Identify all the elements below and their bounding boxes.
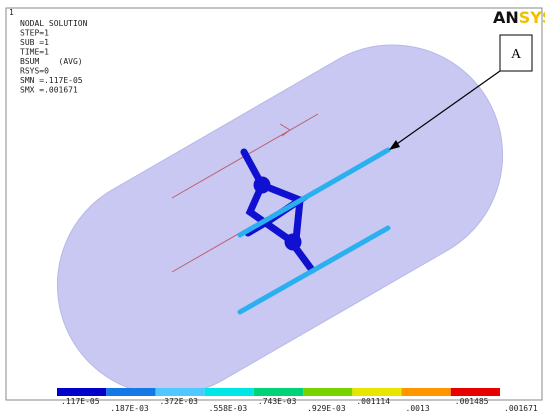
logo: ANSYS xyxy=(493,8,545,27)
info-line: SMN =.117E-05 xyxy=(20,76,83,85)
logo-part: SYS xyxy=(519,8,545,27)
legend-swatch xyxy=(106,388,155,396)
legend-swatch xyxy=(402,388,451,396)
info-line: NODAL SOLUTION xyxy=(20,19,88,28)
info-line: TIME=1 xyxy=(20,48,49,57)
legend-label: .001671 xyxy=(504,404,538,413)
info-line: STEP=1 xyxy=(20,29,49,38)
logo-part: AN xyxy=(493,8,519,27)
info-line: RSYS=0 xyxy=(20,67,49,76)
legend-label: .743E-03 xyxy=(258,397,297,406)
legend-label: .187E-03 xyxy=(110,404,149,413)
info-line: SMX =.001671 xyxy=(20,86,78,95)
legend-label: .117E-05 xyxy=(61,397,100,406)
legend-swatch xyxy=(451,388,500,396)
legend-swatch xyxy=(205,388,254,396)
legend-label: .558E-03 xyxy=(209,404,248,413)
legend-label: .372E-03 xyxy=(159,397,198,406)
legend-swatch xyxy=(57,388,106,396)
legend-swatch xyxy=(155,388,204,396)
legend-swatch xyxy=(303,388,352,396)
info-line: SUB =1 xyxy=(20,38,49,47)
legend-swatch xyxy=(254,388,303,396)
callout-label: A xyxy=(511,47,522,62)
legend-label: .001485 xyxy=(455,397,489,406)
legend-swatch xyxy=(352,388,401,396)
info-line: BSUM (AVG) xyxy=(20,57,83,66)
legend-label: .0013 xyxy=(406,404,430,413)
window-number: 1 xyxy=(9,8,14,17)
legend-label: .001114 xyxy=(356,397,390,406)
ansys-screen: 1 ANSYS NODAL SOLUTIONSTEP=1SUB =1TIME=1… xyxy=(0,0,545,416)
legend-label: .929E-03 xyxy=(307,404,346,413)
